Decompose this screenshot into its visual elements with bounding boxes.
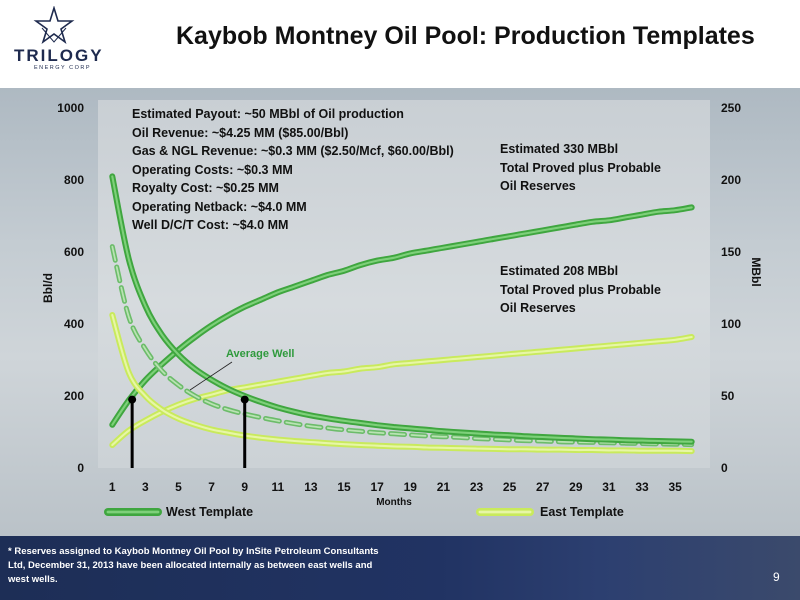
page-title: Kaybob Montney Oil Pool: Production Temp… xyxy=(176,22,755,50)
west-reserves-line: Oil Reserves xyxy=(500,179,576,193)
page-number: 9 xyxy=(773,570,780,584)
y-right-tick-label: 0 xyxy=(721,461,728,475)
economics-annotation: Estimated Payout: ~50 MBbl of Oil produc… xyxy=(132,105,454,235)
legend-east-label: East Template xyxy=(540,505,624,519)
x-tick-label: 23 xyxy=(470,480,484,494)
y-left-tick-label: 400 xyxy=(64,317,84,331)
x-tick-label: 17 xyxy=(370,480,384,494)
x-tick-label: 15 xyxy=(337,480,351,494)
y-right-tick-label: 200 xyxy=(721,173,741,187)
y-right-tick-label: 250 xyxy=(721,101,741,115)
east-reserves-line: Total Proved plus Probable xyxy=(500,282,661,297)
economics-line: Well D/C/T Cost: ~$4.0 MM xyxy=(132,218,289,232)
x-tick-label: 29 xyxy=(569,480,583,494)
east-reserves-annotation: Estimated 208 MBbl Total Proved plus Pro… xyxy=(500,262,661,318)
payout-marker-dot xyxy=(240,395,249,404)
x-tick-label: 27 xyxy=(536,480,550,494)
west-reserves-line: Total Proved plus Probable xyxy=(500,160,661,175)
economics-line: Operating Costs: ~$0.3 MM xyxy=(132,162,293,177)
payout-marker-dot xyxy=(128,395,137,404)
x-tick-label: 9 xyxy=(241,480,248,494)
y-left-tick-label: 0 xyxy=(77,461,84,475)
average-well-leader xyxy=(189,361,233,391)
x-tick-label: 35 xyxy=(668,480,682,494)
economics-line: Estimated Payout: ~50 MBbl of Oil produc… xyxy=(132,107,404,121)
economics-line: Royalty Cost: ~$0.25 MM xyxy=(132,181,279,195)
east-reserves-line: Estimated 208 MBbl xyxy=(500,264,619,278)
y-left-tick-label: 600 xyxy=(64,245,84,259)
x-tick-label: 25 xyxy=(503,480,517,494)
logo-wordmark: TRILOGY xyxy=(14,46,104,65)
x-tick-label: 19 xyxy=(404,480,418,494)
x-tick-label: 7 xyxy=(208,480,215,494)
x-tick-label: 13 xyxy=(304,480,318,494)
average-well-label: Average Well xyxy=(226,348,294,360)
economics-line: Gas & NGL Revenue: ~$0.3 MM ($2.50/Mcf, … xyxy=(132,144,454,158)
star-icon xyxy=(33,5,75,45)
y-right-tick-label: 50 xyxy=(721,389,735,403)
legend-west-label: West Template xyxy=(166,505,253,519)
west-rate-line-highlight xyxy=(111,175,693,443)
average-well-line-highlight xyxy=(111,245,693,446)
x-tick-label: 3 xyxy=(142,480,149,494)
y-right-tick-label: 100 xyxy=(721,317,741,331)
economics-line: Oil Revenue: ~$4.25 MM ($85.00/Bbl) xyxy=(132,125,349,140)
logo-subtitle: ENERGY CORP xyxy=(34,65,92,71)
y-right-axis-label: MBbl xyxy=(749,257,763,286)
east-reserves-line: Oil Reserves xyxy=(500,301,576,315)
west-reserves-line: Estimated 330 MBbl xyxy=(500,142,619,156)
economics-line: Operating Netback: ~$4.0 MM xyxy=(132,199,307,214)
x-tick-label: 5 xyxy=(175,480,182,494)
plot-area xyxy=(98,100,710,468)
y-right-tick-label: 150 xyxy=(721,245,741,259)
x-tick-label: 31 xyxy=(602,480,616,494)
east-cumulative-line-highlight xyxy=(111,335,693,447)
y-left-tick-label: 200 xyxy=(64,389,84,403)
y-left-axis-label: Bbl/d xyxy=(41,273,55,303)
x-axis-label: Months xyxy=(376,497,412,508)
x-tick-label: 11 xyxy=(271,480,284,494)
west-reserves-annotation: Estimated 330 MBbl Total Proved plus Pro… xyxy=(500,140,661,196)
west-cumulative-line-highlight xyxy=(111,206,693,426)
x-tick-label: 1 xyxy=(109,480,116,494)
header xyxy=(0,0,800,88)
y-left-tick-label: 1000 xyxy=(57,101,84,115)
y-left-tick-label: 800 xyxy=(64,173,84,187)
company-logo: TRILOGY ENERGY CORP xyxy=(4,5,104,72)
footer-bar xyxy=(0,536,800,600)
x-tick-label: 21 xyxy=(437,480,451,494)
east-rate-line-highlight xyxy=(111,313,693,453)
x-tick-label: 33 xyxy=(635,480,649,494)
footnote: * Reserves assigned to Kaybob Montney Oi… xyxy=(8,546,379,585)
